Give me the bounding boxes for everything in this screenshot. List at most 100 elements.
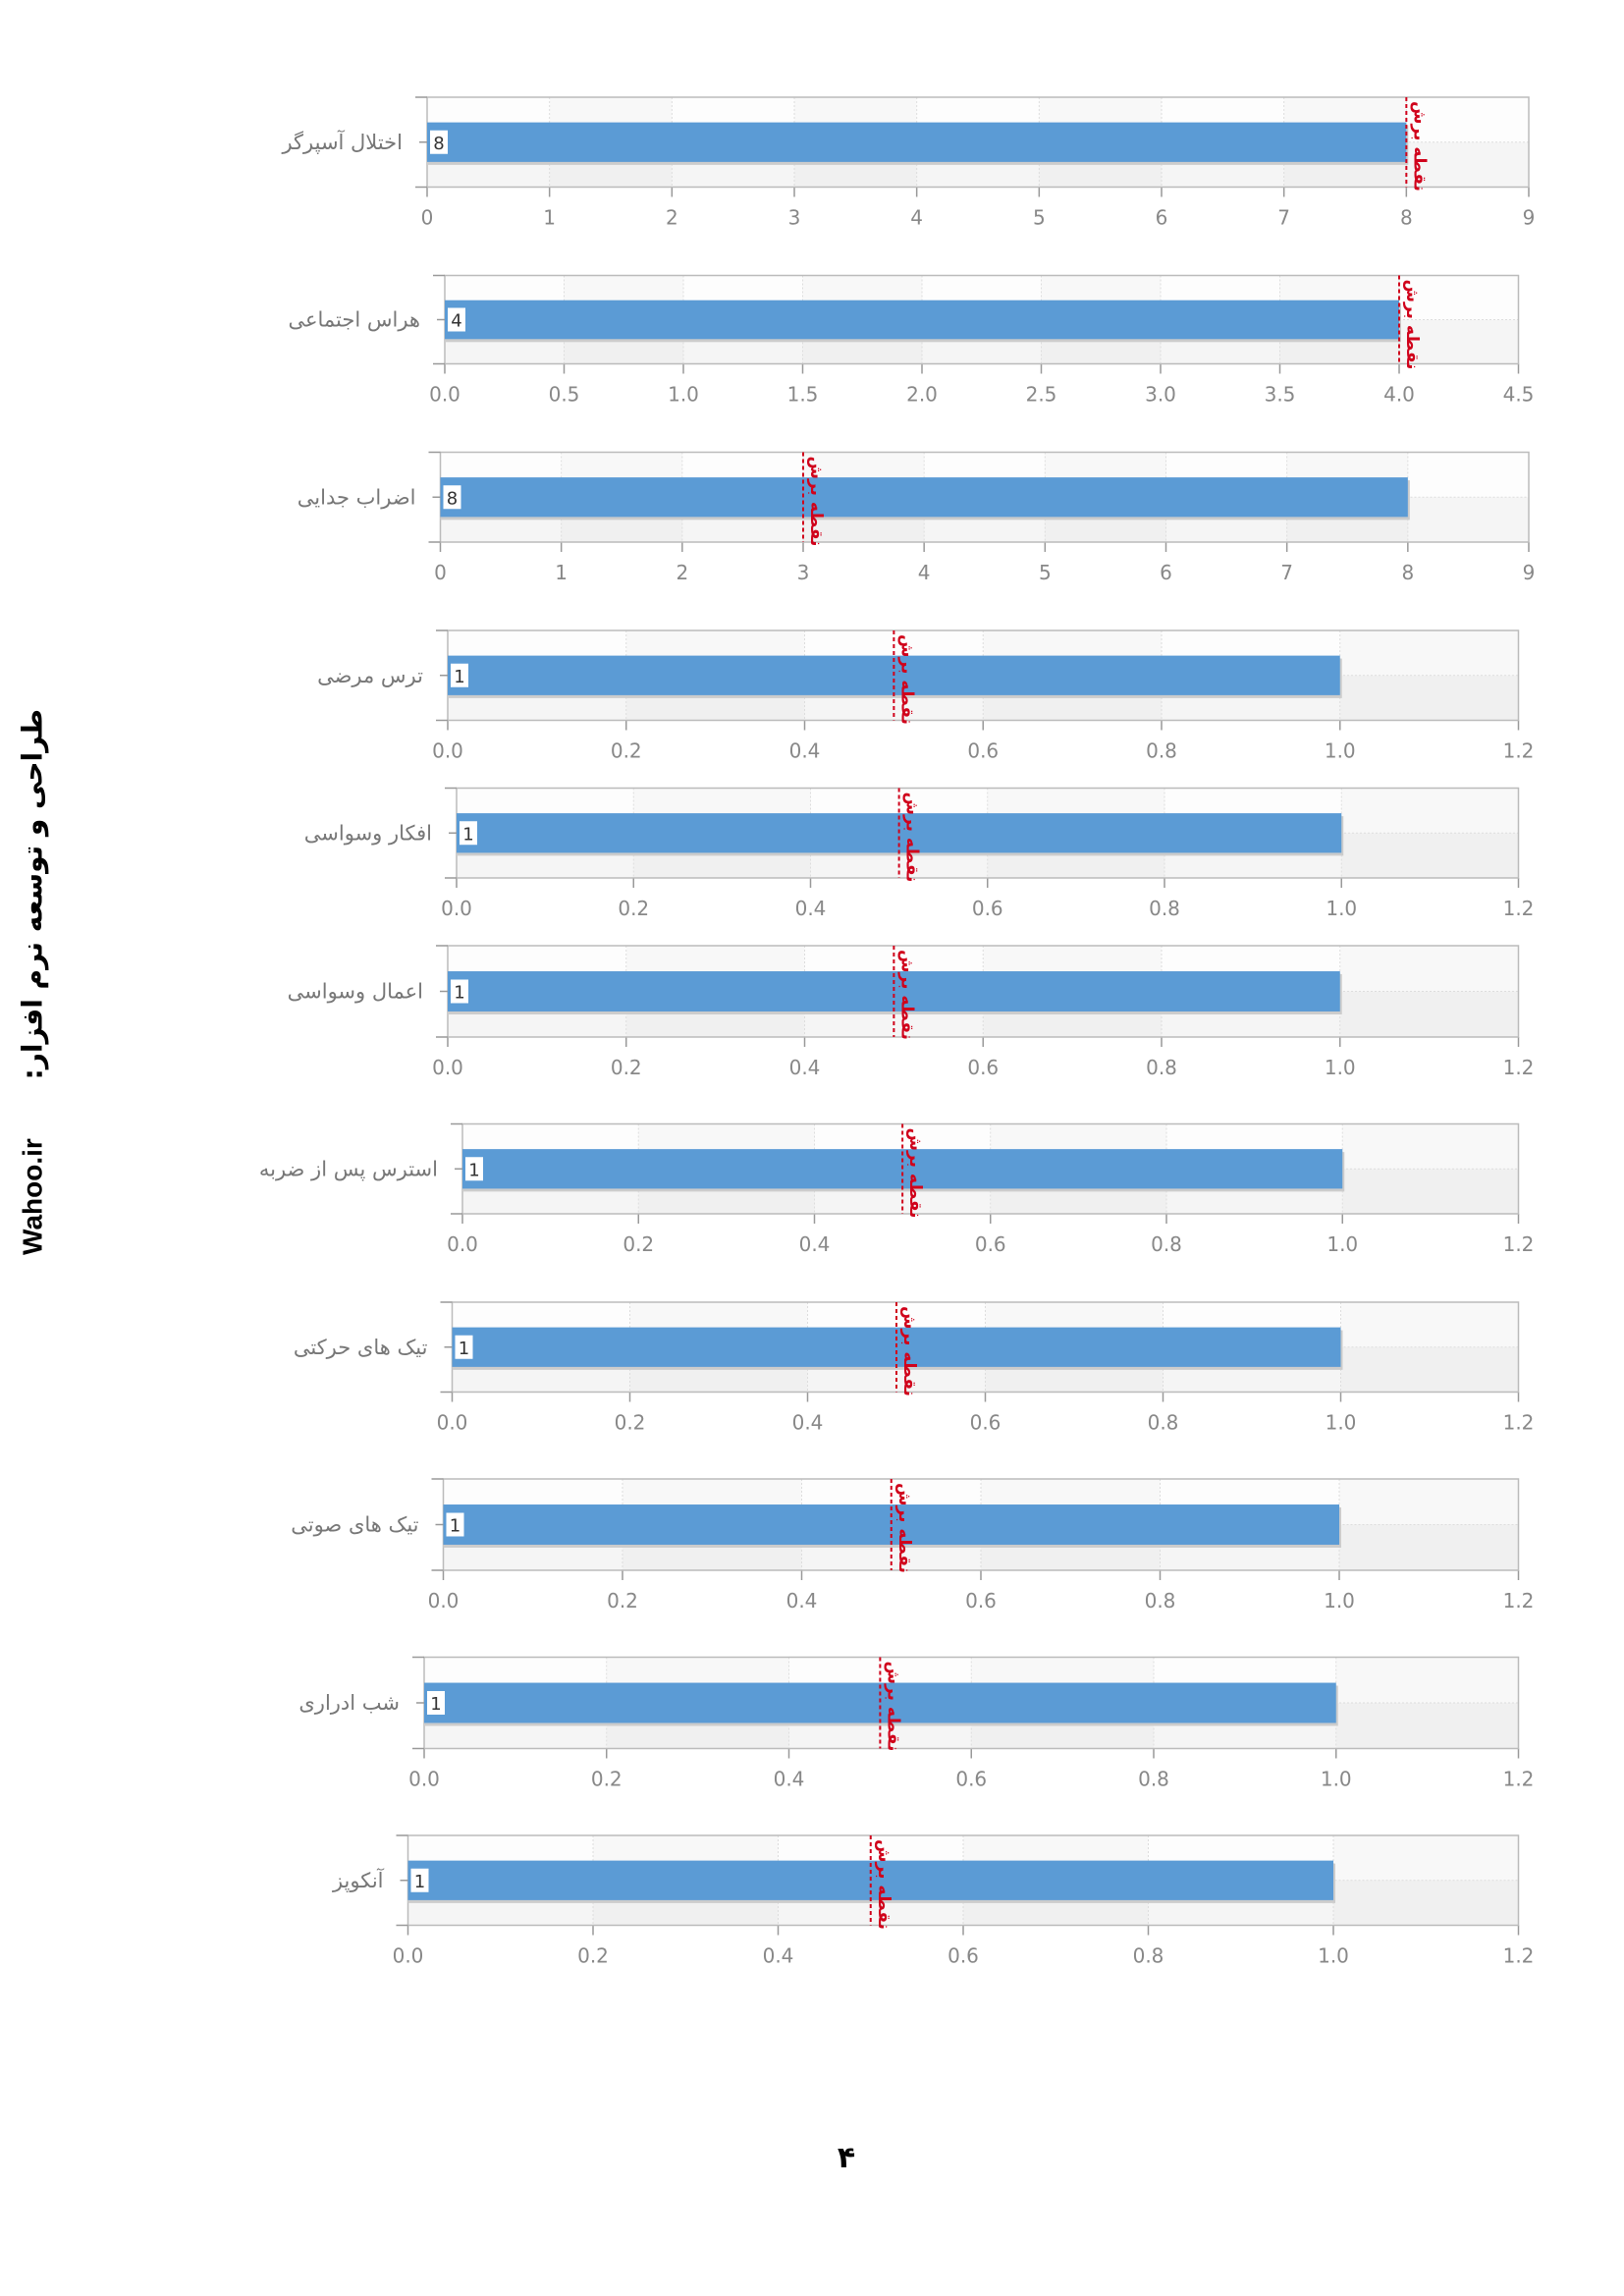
x-tick-label: 1.2 [1503,1589,1535,1613]
x-tick-label: 1.0 [1325,1056,1356,1079]
x-tick-label: 0.2 [618,897,649,920]
x-tick-label: 0.0 [428,1589,460,1613]
bar-chart-3: 0 1 2 3 4 5 6 7 8 9 8 اضراب جدایی نقطه برش [298,451,1535,584]
cutoff-label: نقطه برش [899,1306,919,1396]
side-credit-site[interactable]: Wahoo.ir [17,1138,48,1255]
x-tick-label: 0.4 [795,897,827,920]
data-label: 1 [462,824,473,845]
category-label: افکار وسواسی [304,821,432,845]
x-tick-label: 1.0 [1318,1944,1349,1968]
x-tick-label: 1.2 [1503,1944,1535,1968]
x-tick-label: 1.0 [1324,1589,1355,1613]
x-tick-label: 9 [1523,206,1536,230]
data-label: 1 [430,1694,441,1715]
data-label: 8 [433,134,444,154]
data-label-box [448,307,465,332]
x-tick-label: 0.8 [1151,1232,1182,1256]
bar-chart-5: 0.0 0.2 0.4 0.6 0.8 1.0 1.2 1 افکار وسواسی نقطه ب… [304,787,1534,920]
category-label: تیک های حرکتی [294,1336,428,1359]
x-tick-label: 0.6 [975,1232,1006,1256]
x-tick-label: 0.0 [447,1232,478,1256]
x-tick-label: 1.0 [1321,1768,1352,1791]
x-tick-label: 7 [1277,206,1290,230]
x-tick-label: 0.0 [432,739,463,763]
x-tick-label: 1.0 [1326,1411,1357,1435]
x-tick-label: 1.0 [668,383,699,407]
data-label-box [443,485,461,510]
bar-chart-9: 0.0 0.2 0.4 0.6 0.8 1.0 1.2 1 تیک های صوتی نقطه ب… [291,1478,1535,1613]
data-label-box [465,1157,483,1181]
x-tick-label: 5 [1033,206,1046,230]
x-tick-label: 0.0 [437,1411,468,1435]
cutoff-label: نقطه برش [874,1839,893,1930]
cutoff-label: نقطه برش [806,457,826,547]
x-tick-label: 0 [434,561,447,584]
x-tick-label: 0.4 [789,1056,821,1079]
x-tick-label: 0.4 [799,1232,831,1256]
bar [424,1682,1336,1723]
cutoff-label: نقطه برش [896,950,916,1040]
x-tick-label: 0.2 [591,1768,623,1791]
data-label: 1 [468,1160,479,1180]
cutoff-label: نقطه برش [902,793,922,883]
bar-chart-11: 0.0 0.2 0.4 0.6 0.8 1.0 1.2 1 آنکوپز نقطه برش [332,1834,1535,1968]
x-tick-label: 4.0 [1383,383,1415,407]
x-tick-label: 1 [555,561,568,584]
page-number: ۴ [837,2141,856,2175]
x-tick-label: 0.8 [1149,897,1180,920]
x-tick-label: 2.0 [906,383,938,407]
x-tick-label: 0.2 [623,1232,654,1256]
data-label: 4 [451,311,461,332]
category-label: تیک های صوتی [291,1513,418,1537]
x-tick-label: 6 [1156,206,1168,230]
x-tick-label: 1.0 [1325,739,1356,763]
data-label-box [460,821,477,846]
x-tick-label: 1.2 [1503,1411,1535,1435]
x-tick-label: 0.2 [577,1944,609,1968]
x-tick-label: 3 [797,561,810,584]
data-label-box [451,663,468,687]
x-tick-label: 1.2 [1503,1056,1535,1079]
data-label: 1 [459,1339,469,1359]
plot-band [1339,1479,1519,1570]
x-tick-label: 1.0 [1326,897,1357,920]
x-tick-label: 0.6 [970,1411,1001,1435]
x-tick-label: 0.0 [441,897,472,920]
x-tick-label: 0.6 [947,1944,979,1968]
cutoff-label: نقطه برش [1402,280,1422,370]
x-tick-label: 0.2 [611,739,642,763]
category-label: اعمال وسواسی [288,980,423,1004]
category-label: اضراب جدایی [298,485,416,509]
bar-chart-6: 0.0 0.2 0.4 0.6 0.8 1.0 1.2 1 اعمال وسواسی نقطه ب… [288,945,1535,1079]
data-label-box [455,1335,473,1359]
x-tick-label: 2 [676,561,688,584]
data-label: 1 [454,667,464,687]
cutoff-label: نقطه برش [905,1128,925,1219]
x-tick-label: 0.2 [615,1411,646,1435]
bar-chart-10: 0.0 0.2 0.4 0.6 0.8 1.0 1.2 1 شب ادراری نقطه برش [298,1656,1534,1791]
data-label: 1 [454,983,464,1004]
bar-chart-2: 0.0 0.5 1.0 1.5 2.0 2.5 3.0 3.5 4.0 4.5 4 هراس اجتم… [288,274,1534,407]
x-tick-label: 1.2 [1503,1232,1535,1256]
data-label-box [451,979,468,1004]
x-tick-label: 3 [788,206,801,230]
bar-chart-8: 0.0 0.2 0.4 0.6 0.8 1.0 1.2 1 تیک های حرکتی نقطه … [294,1301,1535,1435]
x-tick-label: 0.0 [393,1944,424,1968]
x-tick-label: 8 [1400,206,1413,230]
category-label: اختلال آسپرگر [281,130,403,154]
x-tick-label: 3.5 [1265,383,1296,407]
data-label-box [430,130,448,154]
x-tick-label: 0.2 [607,1589,638,1613]
x-tick-label: 0.8 [1146,739,1177,763]
x-tick-label: 2 [666,206,678,230]
category-label: هراس اجتماعی [288,308,420,332]
x-tick-label: 0.4 [792,1411,824,1435]
x-tick-label: 4 [910,206,923,230]
bar [445,300,1399,340]
data-label: 1 [450,1516,460,1537]
x-tick-label: 0.2 [611,1056,642,1079]
cutoff-label: نقطه برش [883,1662,902,1752]
bar [443,1504,1339,1545]
x-tick-label: 0.8 [1138,1768,1169,1791]
x-tick-label: 4 [918,561,931,584]
